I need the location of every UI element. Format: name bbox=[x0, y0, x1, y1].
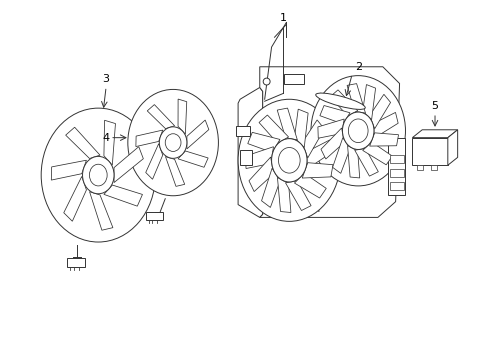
Text: 2: 2 bbox=[354, 62, 361, 72]
Polygon shape bbox=[89, 192, 113, 230]
Polygon shape bbox=[136, 130, 163, 147]
Polygon shape bbox=[320, 128, 344, 159]
Polygon shape bbox=[245, 147, 273, 168]
Ellipse shape bbox=[342, 112, 373, 149]
Polygon shape bbox=[277, 108, 297, 140]
Bar bbox=[389, 156, 403, 163]
Bar bbox=[411, 138, 447, 165]
Text: 5: 5 bbox=[430, 101, 438, 111]
Polygon shape bbox=[294, 173, 325, 198]
Polygon shape bbox=[238, 87, 262, 217]
Polygon shape bbox=[259, 115, 288, 143]
Polygon shape bbox=[65, 127, 100, 158]
Polygon shape bbox=[354, 148, 378, 176]
Ellipse shape bbox=[41, 108, 155, 242]
Polygon shape bbox=[294, 109, 307, 147]
Polygon shape bbox=[145, 144, 163, 179]
Ellipse shape bbox=[127, 89, 218, 196]
Polygon shape bbox=[302, 163, 332, 178]
Polygon shape bbox=[51, 160, 86, 180]
Polygon shape bbox=[247, 132, 280, 152]
Polygon shape bbox=[248, 157, 273, 192]
Polygon shape bbox=[165, 157, 184, 186]
Polygon shape bbox=[259, 67, 399, 217]
Polygon shape bbox=[369, 133, 398, 146]
Bar bbox=[284, 74, 304, 84]
Ellipse shape bbox=[347, 119, 367, 143]
Bar bbox=[145, 212, 163, 220]
Polygon shape bbox=[103, 185, 142, 206]
Ellipse shape bbox=[165, 134, 181, 152]
Text: 3: 3 bbox=[102, 73, 109, 84]
Bar bbox=[67, 258, 84, 267]
Polygon shape bbox=[186, 120, 208, 149]
Ellipse shape bbox=[263, 78, 269, 85]
Polygon shape bbox=[362, 85, 375, 120]
Polygon shape bbox=[362, 142, 391, 165]
Ellipse shape bbox=[310, 76, 405, 186]
Polygon shape bbox=[261, 168, 280, 207]
Bar bbox=[430, 165, 436, 170]
Polygon shape bbox=[319, 105, 349, 124]
Polygon shape bbox=[178, 151, 208, 167]
Text: 4: 4 bbox=[102, 133, 109, 143]
Polygon shape bbox=[411, 130, 457, 138]
Bar bbox=[389, 169, 403, 177]
Polygon shape bbox=[329, 90, 357, 116]
Ellipse shape bbox=[271, 139, 306, 182]
Polygon shape bbox=[332, 138, 349, 174]
Bar bbox=[416, 165, 422, 170]
Polygon shape bbox=[373, 112, 397, 138]
Ellipse shape bbox=[89, 164, 107, 186]
Polygon shape bbox=[178, 99, 186, 134]
Polygon shape bbox=[277, 177, 290, 212]
Polygon shape bbox=[346, 84, 365, 113]
Bar bbox=[240, 150, 251, 165]
Bar bbox=[236, 126, 249, 136]
Polygon shape bbox=[447, 130, 457, 165]
Bar bbox=[387, 138, 405, 195]
Polygon shape bbox=[63, 176, 86, 221]
Ellipse shape bbox=[278, 148, 300, 173]
Ellipse shape bbox=[159, 127, 186, 158]
Ellipse shape bbox=[82, 156, 114, 194]
Polygon shape bbox=[347, 145, 359, 178]
Polygon shape bbox=[114, 147, 143, 183]
Polygon shape bbox=[369, 94, 390, 129]
Text: 1: 1 bbox=[279, 13, 286, 23]
Ellipse shape bbox=[315, 93, 365, 109]
Polygon shape bbox=[317, 119, 344, 138]
Polygon shape bbox=[147, 105, 174, 129]
Polygon shape bbox=[306, 140, 332, 169]
Ellipse shape bbox=[238, 99, 340, 221]
Polygon shape bbox=[285, 181, 310, 211]
Bar bbox=[389, 182, 403, 190]
Polygon shape bbox=[103, 120, 115, 165]
Polygon shape bbox=[302, 120, 324, 158]
